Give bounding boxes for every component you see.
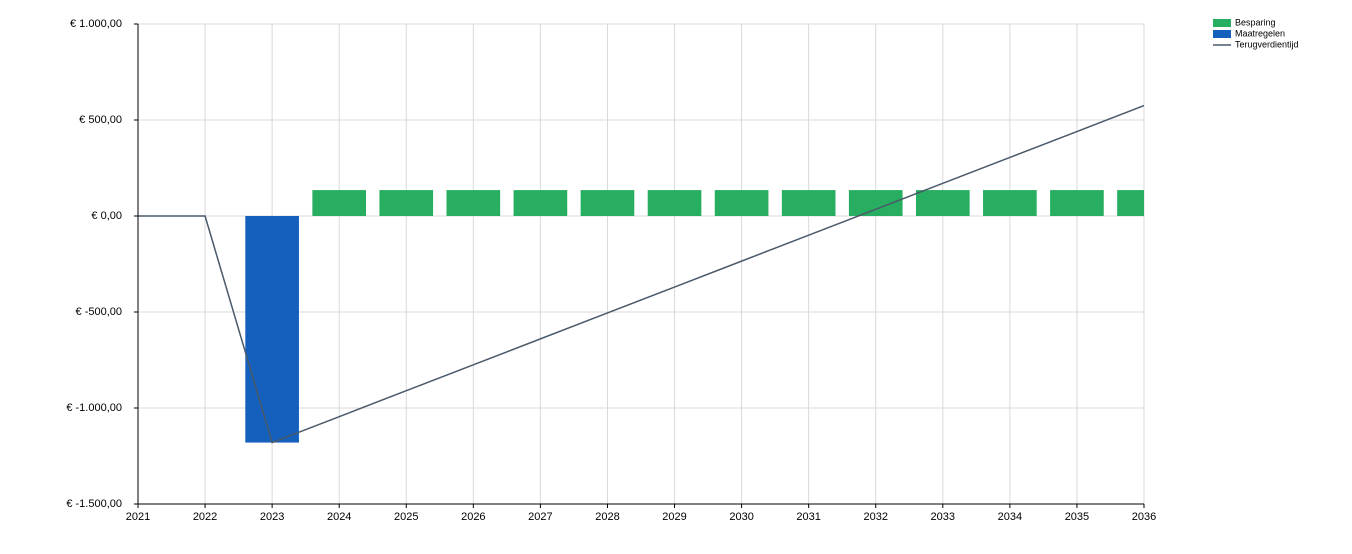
y-tick-label: € -1.500,00	[66, 498, 122, 510]
x-tick-label: 2022	[193, 511, 217, 523]
legend-swatch	[1213, 30, 1231, 38]
x-tick-label: 2026	[461, 511, 485, 523]
bar	[983, 190, 1037, 216]
y-tick-label: € 500,00	[79, 114, 122, 126]
x-tick-label: 2030	[729, 511, 753, 523]
legend-label: Maatregelen	[1235, 28, 1285, 38]
bar	[580, 190, 635, 216]
x-tick-label: 2032	[863, 511, 887, 523]
bar	[245, 216, 299, 443]
y-tick-label: € 0,00	[91, 210, 122, 222]
x-tick-label: 2021	[126, 511, 150, 523]
x-tick-label: 2025	[394, 511, 418, 523]
y-tick-label: € -500,00	[76, 306, 122, 318]
bar	[446, 190, 501, 216]
bar	[1117, 190, 1144, 216]
bar	[781, 190, 836, 216]
x-tick-label: 2029	[662, 511, 686, 523]
x-tick-label: 2036	[1132, 511, 1156, 523]
bar	[848, 190, 903, 216]
x-tick-label: 2023	[260, 511, 284, 523]
y-tick-label: € -1.000,00	[66, 402, 122, 414]
legend-label: Besparing	[1235, 17, 1276, 27]
x-tick-label: 2035	[1065, 511, 1089, 523]
x-tick-label: 2027	[528, 511, 552, 523]
bar	[647, 190, 702, 216]
bar	[1050, 190, 1104, 216]
bar	[513, 190, 568, 216]
legend-swatch	[1213, 19, 1231, 27]
bar	[379, 190, 434, 216]
plot	[245, 190, 1144, 443]
x-tick-label: 2031	[796, 511, 820, 523]
x-tick-label: 2024	[327, 511, 351, 523]
bar	[312, 190, 367, 216]
bar	[714, 190, 769, 216]
x-tick-label: 2033	[931, 511, 955, 523]
x-tick-label: 2028	[595, 511, 619, 523]
x-tick-label: 2034	[998, 511, 1022, 523]
line	[138, 104, 1145, 444]
bar	[915, 190, 970, 216]
legend-label: Terugverdientijd	[1235, 39, 1299, 49]
y-tick-label: € 1.000,00	[70, 18, 122, 30]
